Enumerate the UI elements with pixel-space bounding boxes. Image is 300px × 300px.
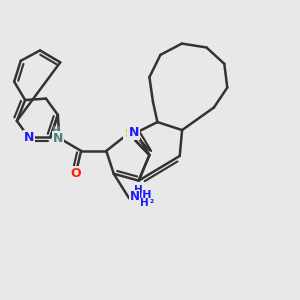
Text: NH: NH	[133, 190, 152, 200]
Text: H: H	[52, 126, 61, 136]
Text: N: N	[23, 131, 34, 144]
Text: O: O	[70, 167, 81, 180]
Text: H: H	[134, 185, 143, 195]
Text: N: N	[128, 126, 139, 139]
Text: N: N	[53, 132, 63, 145]
Text: S: S	[124, 127, 133, 140]
Text: N: N	[130, 190, 140, 203]
Text: H: H	[140, 198, 149, 208]
Text: ₂: ₂	[149, 195, 154, 205]
